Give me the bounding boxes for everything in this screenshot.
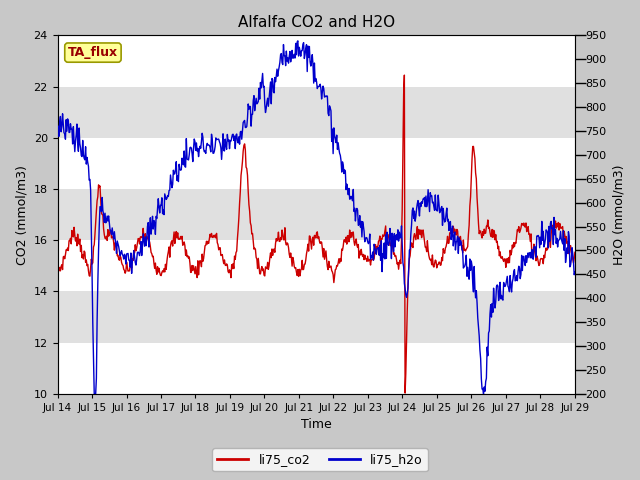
Bar (58, 240, 575, 291)
Text: TA_flux: TA_flux (68, 46, 118, 59)
Title: Alfalfa CO2 and H2O: Alfalfa CO2 and H2O (237, 15, 395, 30)
X-axis label: Time: Time (301, 419, 332, 432)
Bar (58, 189, 575, 240)
Bar (58, 86, 575, 138)
Y-axis label: CO2 (mmol/m3): CO2 (mmol/m3) (15, 165, 28, 264)
Legend: li75_co2, li75_h2o: li75_co2, li75_h2o (212, 448, 428, 471)
Bar (58, 36, 575, 86)
Bar (58, 138, 575, 189)
Bar (58, 343, 575, 394)
Bar (58, 291, 575, 343)
Y-axis label: H2O (mmol/m3): H2O (mmol/m3) (612, 164, 625, 265)
